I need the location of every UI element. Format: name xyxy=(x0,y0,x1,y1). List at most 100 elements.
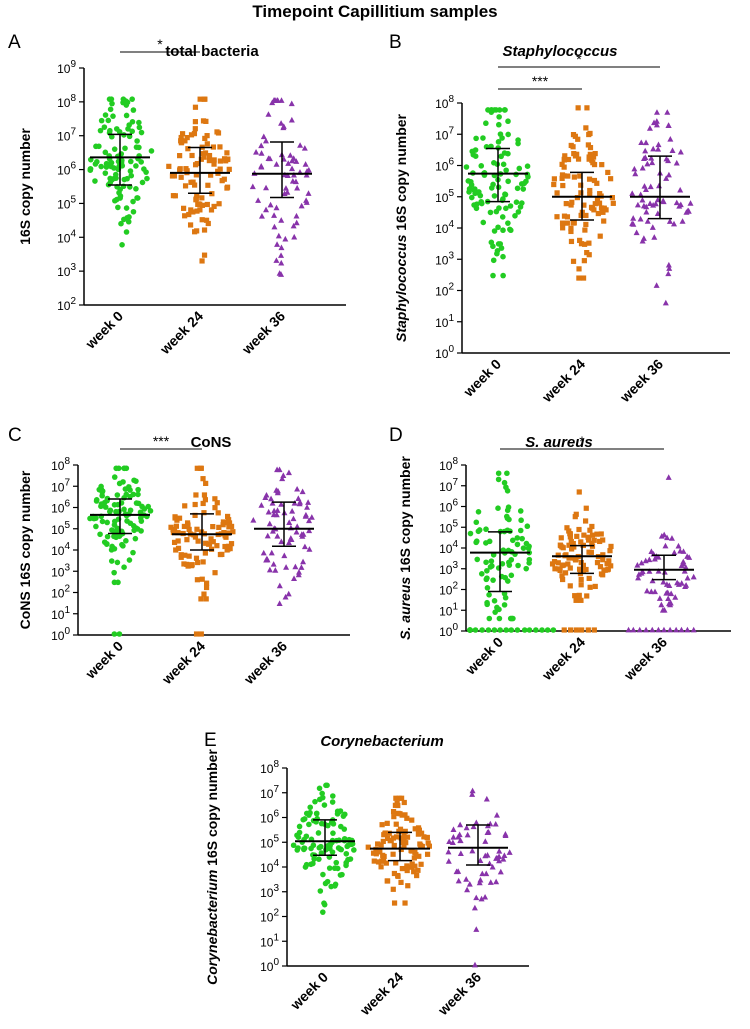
data-point-triangle xyxy=(289,165,296,172)
data-point-triangle xyxy=(280,124,287,131)
data-point-circle xyxy=(115,579,121,586)
data-point-circle xyxy=(486,538,493,545)
data-point-circle xyxy=(330,821,337,827)
data-point-circle xyxy=(99,518,106,525)
data-point-circle xyxy=(499,561,506,567)
data-point-square xyxy=(212,496,218,502)
data-point-circle xyxy=(330,793,336,799)
data-point-circle xyxy=(307,809,313,816)
data-point-circle xyxy=(484,599,490,606)
panel-letter: E xyxy=(204,730,217,751)
data-point-square xyxy=(192,126,198,132)
data-point-circle xyxy=(310,860,316,867)
data-point-triangle xyxy=(445,848,452,855)
data-point-triangle xyxy=(665,261,672,268)
data-point-triangle xyxy=(643,208,650,215)
data-point-triangle xyxy=(506,849,513,855)
data-point-square xyxy=(204,580,210,586)
x-tick-label: week 36 xyxy=(434,969,484,1019)
data-point-circle xyxy=(338,846,345,853)
data-point-square xyxy=(592,583,598,590)
data-point-circle xyxy=(111,533,117,540)
data-point-square xyxy=(568,202,574,208)
data-point-triangle xyxy=(303,197,310,203)
data-point-triangle xyxy=(301,145,308,151)
data-point-triangle xyxy=(278,538,285,545)
data-point-triangle xyxy=(629,220,636,227)
data-point-triangle xyxy=(650,145,657,152)
data-point-triangle xyxy=(644,160,651,167)
data-point-circle xyxy=(498,245,505,251)
data-point-square xyxy=(226,166,232,172)
data-point-triangle xyxy=(482,838,489,844)
data-point-square xyxy=(200,500,206,507)
y-tick-label: 106 xyxy=(51,499,70,516)
significance-label: * xyxy=(576,51,582,67)
data-point-square xyxy=(592,150,598,157)
data-point-circle xyxy=(468,194,475,201)
data-point-square xyxy=(199,217,205,223)
data-point-triangle xyxy=(278,97,285,103)
data-point-triangle xyxy=(649,159,656,166)
data-point-circle xyxy=(133,163,139,169)
data-point-square xyxy=(586,575,592,582)
y-tick-label: 105 xyxy=(439,518,458,535)
data-point-circle xyxy=(133,478,139,484)
y-tick-label-base: 10 xyxy=(439,563,453,577)
y-tick-label-exp: 1 xyxy=(452,601,458,612)
data-point-circle xyxy=(490,272,496,279)
data-point-square xyxy=(581,241,588,247)
panel-title: S. aureus xyxy=(525,434,593,451)
data-point-circle xyxy=(115,465,122,472)
data-point-triangle xyxy=(301,543,308,550)
data-point-circle xyxy=(123,205,130,211)
data-point-triangle xyxy=(278,120,285,126)
data-point-square xyxy=(197,207,203,213)
data-point-square xyxy=(380,852,386,858)
data-point-triangle xyxy=(469,791,476,797)
data-point-triangle xyxy=(304,504,311,510)
data-point-circle xyxy=(136,119,142,126)
data-point-circle xyxy=(308,845,314,852)
y-tick-label-exp: 8 xyxy=(448,94,454,105)
data-point-square xyxy=(383,860,389,866)
data-point-circle xyxy=(129,128,135,135)
data-point-square xyxy=(590,154,597,160)
data-point-square xyxy=(578,212,584,219)
y-tick-label-base: 10 xyxy=(439,604,453,618)
data-point-triangle xyxy=(647,200,654,207)
data-point-square xyxy=(189,152,195,159)
data-point-square xyxy=(554,214,560,220)
data-point-triangle xyxy=(677,148,684,155)
data-point-square xyxy=(591,537,597,543)
data-point-circle xyxy=(319,790,325,797)
data-point-triangle xyxy=(288,116,295,123)
data-point-circle xyxy=(101,124,108,130)
data-point-circle xyxy=(496,121,502,128)
data-point-circle xyxy=(130,198,136,205)
data-point-square xyxy=(219,551,225,558)
y-tick-label-base: 10 xyxy=(57,197,71,211)
y-axis-label-italic: S. aureus xyxy=(397,573,413,640)
data-point-square xyxy=(610,200,616,206)
data-point-circle xyxy=(491,228,498,234)
data-point-square xyxy=(571,150,577,157)
panel-b: B Staphylococcus1001011021031041051061071… xyxy=(389,32,730,406)
y-tick-label-exp: 6 xyxy=(64,499,70,510)
data-point-triangle xyxy=(294,184,301,191)
data-point-square xyxy=(384,820,390,826)
y-tick-label-exp: 7 xyxy=(452,477,458,488)
data-point-circle xyxy=(474,201,480,207)
y-tick-label-exp: 7 xyxy=(64,477,70,488)
y-tick-label: 102 xyxy=(435,282,454,299)
data-point-circle xyxy=(478,198,485,205)
data-point-square xyxy=(378,842,384,848)
y-axis-label-rest: 16S copy number xyxy=(397,456,413,573)
data-point-triangle xyxy=(464,886,471,893)
series-week-24 xyxy=(549,489,614,633)
data-point-circle xyxy=(131,527,137,534)
data-point-triangle xyxy=(296,500,303,507)
data-point-triangle xyxy=(680,548,687,554)
y-tick-label: 104 xyxy=(435,219,454,236)
data-point-square xyxy=(606,558,612,564)
